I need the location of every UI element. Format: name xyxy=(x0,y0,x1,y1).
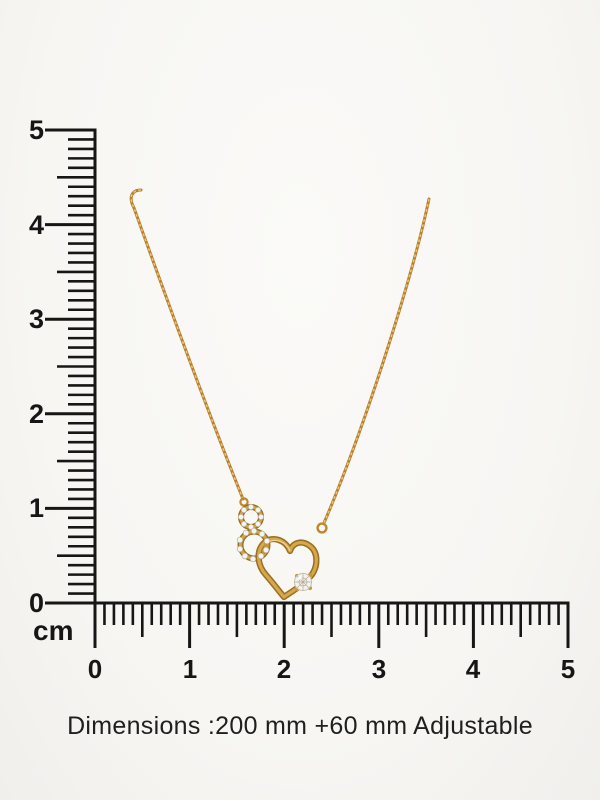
chain-right-strand xyxy=(322,197,431,525)
chain-left-strand xyxy=(129,188,245,501)
vertical-ruler-label-0cm: 0 xyxy=(28,588,44,618)
necklace xyxy=(129,188,431,601)
horizontal-ruler-label-1cm: 1 xyxy=(182,654,198,684)
ruler-unit-label: cm xyxy=(33,615,74,646)
vertical-ruler-label-2cm: 2 xyxy=(28,399,44,429)
jump-ring-left xyxy=(239,497,249,507)
jump-ring-right xyxy=(316,522,328,534)
horizontal-ruler-label-3cm: 3 xyxy=(371,654,387,684)
pave-diamonds xyxy=(236,503,271,563)
horizontal-ruler-label-4cm: 4 xyxy=(465,654,481,684)
horizontal-ruler-label-0cm: 0 xyxy=(87,654,103,684)
solitaire-diamond xyxy=(293,572,313,592)
vertical-ruler-label-5cm: 5 xyxy=(28,115,44,145)
vertical-ruler-label-3cm: 3 xyxy=(28,304,44,334)
dimensions-caption: Dimensions :200 mm +60 mm Adjustable xyxy=(67,712,533,740)
ruler-ticks xyxy=(45,128,570,648)
vertical-ruler-label-1cm: 1 xyxy=(28,493,44,523)
horizontal-ruler-label-2cm: 2 xyxy=(276,654,292,684)
vertical-ruler-label-4cm: 4 xyxy=(28,210,44,240)
horizontal-ruler-label-5cm: 5 xyxy=(560,654,576,684)
